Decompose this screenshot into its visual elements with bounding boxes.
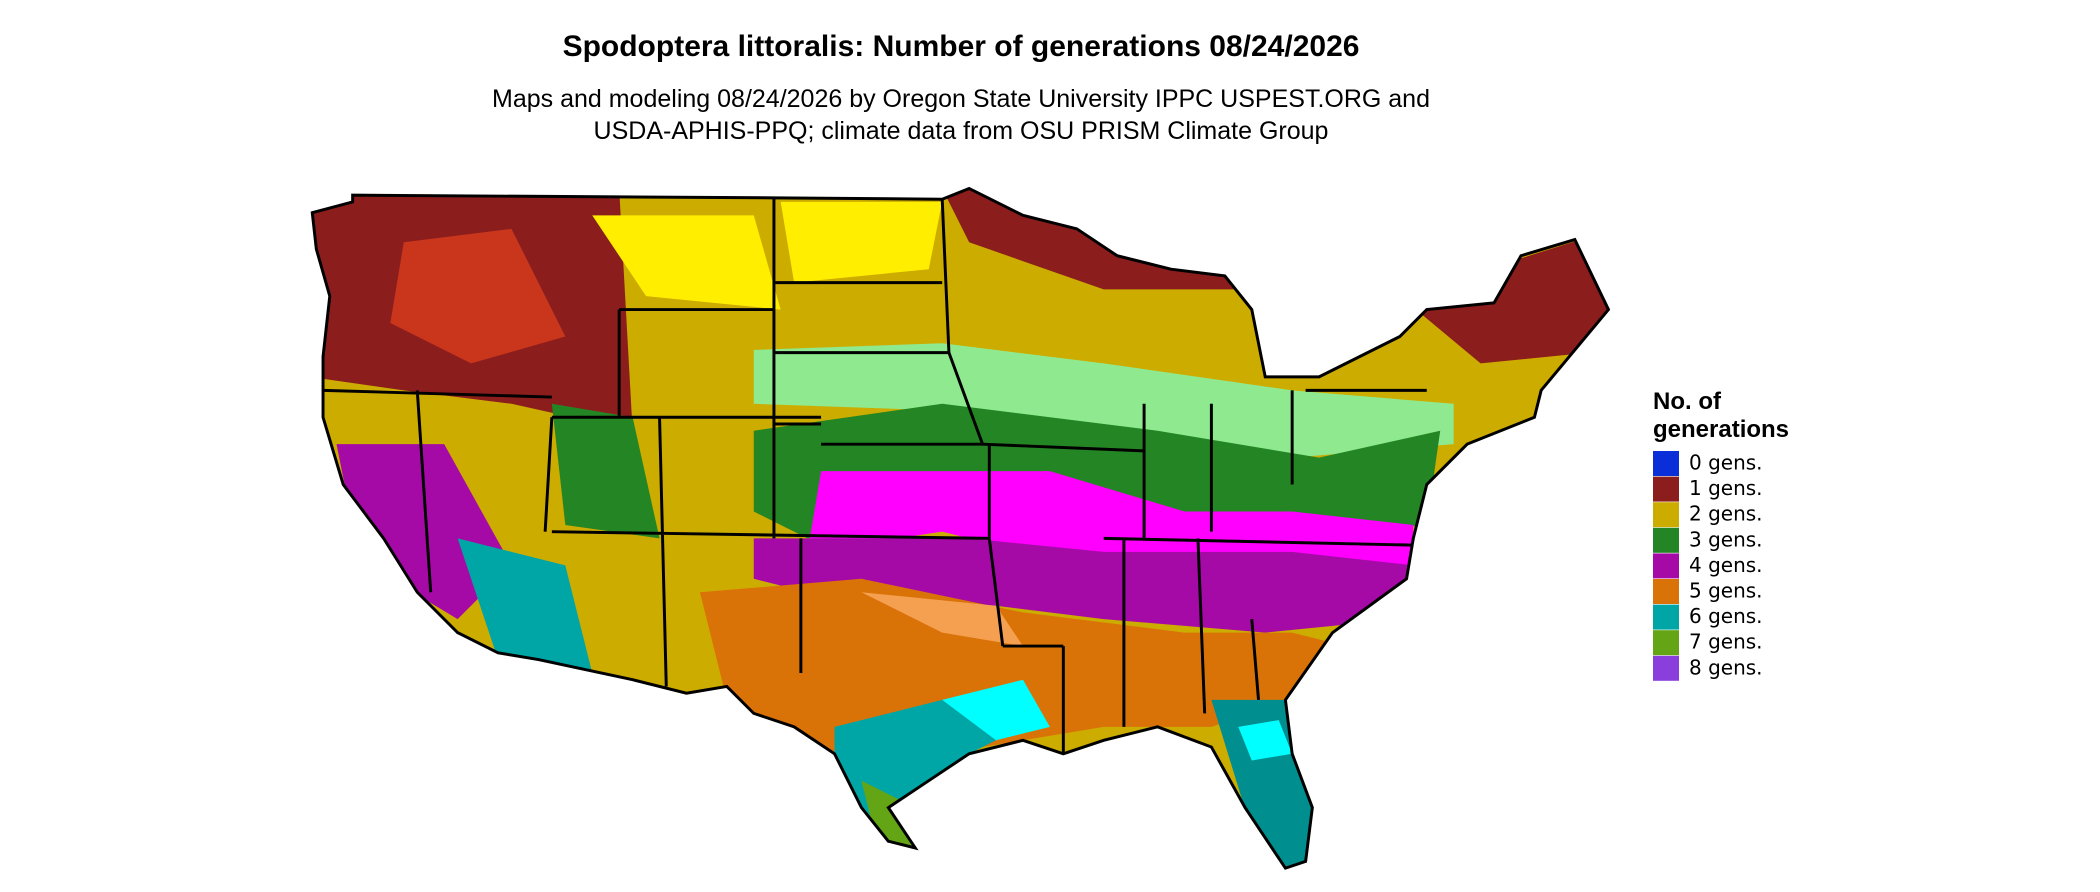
legend-label: 6 gens. — [1689, 604, 1763, 628]
map-subtitle: USDA-APHIS-PPQ; climate data from OSU PR… — [594, 117, 1329, 145]
legend-swatch — [1653, 553, 1679, 579]
legend-title: generations — [1653, 416, 1789, 443]
legend-label: 3 gens. — [1689, 527, 1763, 551]
state-boundaries — [310, 186, 1611, 870]
legend-swatch — [1653, 527, 1679, 553]
legend-swatch — [1653, 579, 1679, 604]
legend-label: 1 gens. — [1689, 476, 1763, 500]
legend-label: 7 gens. — [1689, 630, 1763, 654]
legend: 0 gens.1 gens.2 gens.3 gens.4 gens.5 gen… — [1653, 451, 1763, 681]
legend-label: 0 gens. — [1689, 451, 1763, 475]
legend-swatch — [1653, 604, 1679, 630]
legend-label: 2 gens. — [1689, 502, 1763, 526]
legend-title: No. of — [1653, 388, 1722, 415]
legend-label: 8 gens. — [1689, 655, 1763, 679]
map-title: Spodoptera littoralis: Number of generat… — [563, 30, 1360, 63]
legend-swatch — [1653, 655, 1679, 681]
legend-swatch — [1653, 502, 1679, 528]
legend-label: 5 gens. — [1689, 579, 1763, 603]
legend-swatch — [1653, 451, 1679, 476]
map-subtitle: Maps and modeling 08/24/2026 by Oregon S… — [492, 85, 1430, 113]
map — [310, 186, 1611, 870]
map-fill — [312, 188, 1609, 869]
legend-swatch — [1653, 630, 1679, 656]
legend-label: 4 gens. — [1689, 553, 1763, 577]
legend-swatch — [1653, 476, 1679, 502]
